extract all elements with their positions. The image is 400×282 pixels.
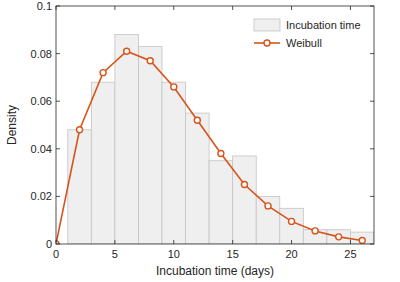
marker [336,234,342,240]
y-tick [56,53,60,54]
marker [100,70,106,76]
hist-bar [209,161,233,244]
x-tick [56,6,57,10]
hist-bar [162,82,186,244]
x-tick [291,240,292,244]
legend-marker [264,40,270,46]
marker [194,117,200,123]
x-axis-label: Incubation time (days) [156,264,274,278]
y-tick [56,148,60,149]
x-tick-label: 15 [227,248,239,260]
marker [124,48,130,54]
x-tick [232,240,233,244]
y-tick [370,244,374,245]
legend-label: Weibull [286,37,322,49]
x-tick [56,240,57,244]
y-tick-label: 0.02 [31,190,52,202]
line [56,51,362,244]
plot-bg [56,6,374,244]
x-tick [232,6,233,10]
marker [56,241,59,244]
x-tick [350,6,351,10]
marker [312,228,318,234]
plot-marks [56,35,374,244]
x-tick-label: 25 [344,248,356,260]
marker [241,182,247,188]
chart: 0 5 10 15 20 25 0 0.02 0.04 0.06 0.08 0.1 Incubation… [0,0,400,282]
hist-bar [256,196,280,244]
legend-label: Incubation time [286,19,361,31]
hist-bar [280,208,304,244]
y-tick-label: 0.08 [31,48,52,60]
marker [289,218,295,224]
x-tick-label: 10 [168,248,180,260]
y-tick-label: 0.06 [31,95,52,107]
y-tick [56,244,60,245]
x-tick-label: 20 [285,248,297,260]
x-tick [173,6,174,10]
y-tick [370,101,374,102]
x-tick [114,240,115,244]
marker [77,127,83,133]
hist-bar [91,82,115,244]
y-tick [370,196,374,197]
y-tick [370,6,374,7]
marker [218,151,224,157]
x-tick-label: 0 [53,248,59,260]
x-tick [350,240,351,244]
marker [359,237,365,243]
legend-swatch [254,19,280,31]
y-tick-label: 0 [46,238,52,250]
hist-bar [115,35,139,244]
frame [56,6,374,244]
hist-bar [138,46,162,244]
y-axis-label: Density [5,105,19,145]
y-tick [370,148,374,149]
legend-box [250,14,368,54]
hist-bar [350,232,374,244]
y-tick [370,53,374,54]
x-tick [291,6,292,10]
legend: Incubation time Weibull [250,14,368,54]
hist-bar [68,130,92,244]
y-tick-label: 0.04 [31,143,52,155]
y-tick [56,101,60,102]
x-tick-label: 5 [112,248,118,260]
hist-bar [233,156,257,244]
marker [265,203,271,209]
y-tick [56,196,60,197]
x-tick [114,6,115,10]
y-tick [56,6,60,7]
marker [147,58,153,64]
y-tick-label: 0.1 [37,0,52,12]
marker [171,84,177,90]
hist-bar [327,230,351,244]
x-tick [173,240,174,244]
